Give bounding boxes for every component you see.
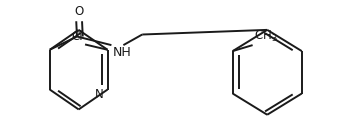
Text: CH$_3$: CH$_3$ (254, 29, 277, 44)
Text: NH: NH (113, 46, 132, 59)
Text: N: N (95, 88, 104, 101)
Text: O: O (75, 5, 84, 18)
Text: Cl: Cl (72, 30, 83, 43)
